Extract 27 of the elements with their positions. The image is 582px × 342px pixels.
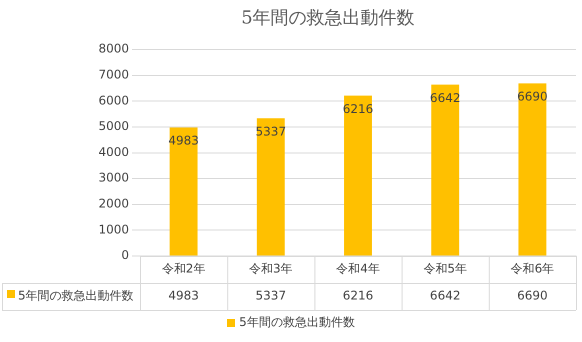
y-tick-label: 7000 — [98, 68, 129, 82]
y-tick-label: 6000 — [98, 93, 129, 108]
bar — [431, 84, 460, 256]
text: 6690 — [517, 288, 548, 303]
text: 6216 — [342, 288, 374, 303]
y-tick-label: 8000 — [98, 42, 129, 56]
y-tick-label: 4000 — [98, 144, 129, 159]
y-tick-label: 0 — [121, 248, 129, 262]
bar — [256, 118, 285, 256]
legend-label: 5年間の救急出動件数 — [18, 288, 134, 303]
text: 4983 — [168, 288, 199, 303]
bar — [344, 96, 372, 256]
y-tick-label: 3000 — [98, 170, 129, 185]
text: 6642 — [430, 288, 460, 303]
y-tick-label: 1000 — [98, 222, 129, 236]
x-tick-label: 令和2年 — [162, 262, 206, 276]
text: 5年間の救急出動件数 — [239, 315, 355, 329]
x-tick-label: 令和3年 — [248, 262, 293, 276]
x-tick-label: 令和5年 — [423, 262, 468, 276]
bar — [170, 127, 198, 256]
y-tick-label: 5000 — [98, 119, 129, 134]
text: 5337 — [256, 288, 286, 303]
bar — [518, 83, 546, 256]
y-tick-label: 2000 — [98, 196, 129, 211]
chart-title: 5年間の救急出動件数 — [241, 7, 415, 28]
x-tick-label: 令和4年 — [336, 262, 380, 276]
x-tick-label: 令和6年 — [510, 262, 554, 276]
